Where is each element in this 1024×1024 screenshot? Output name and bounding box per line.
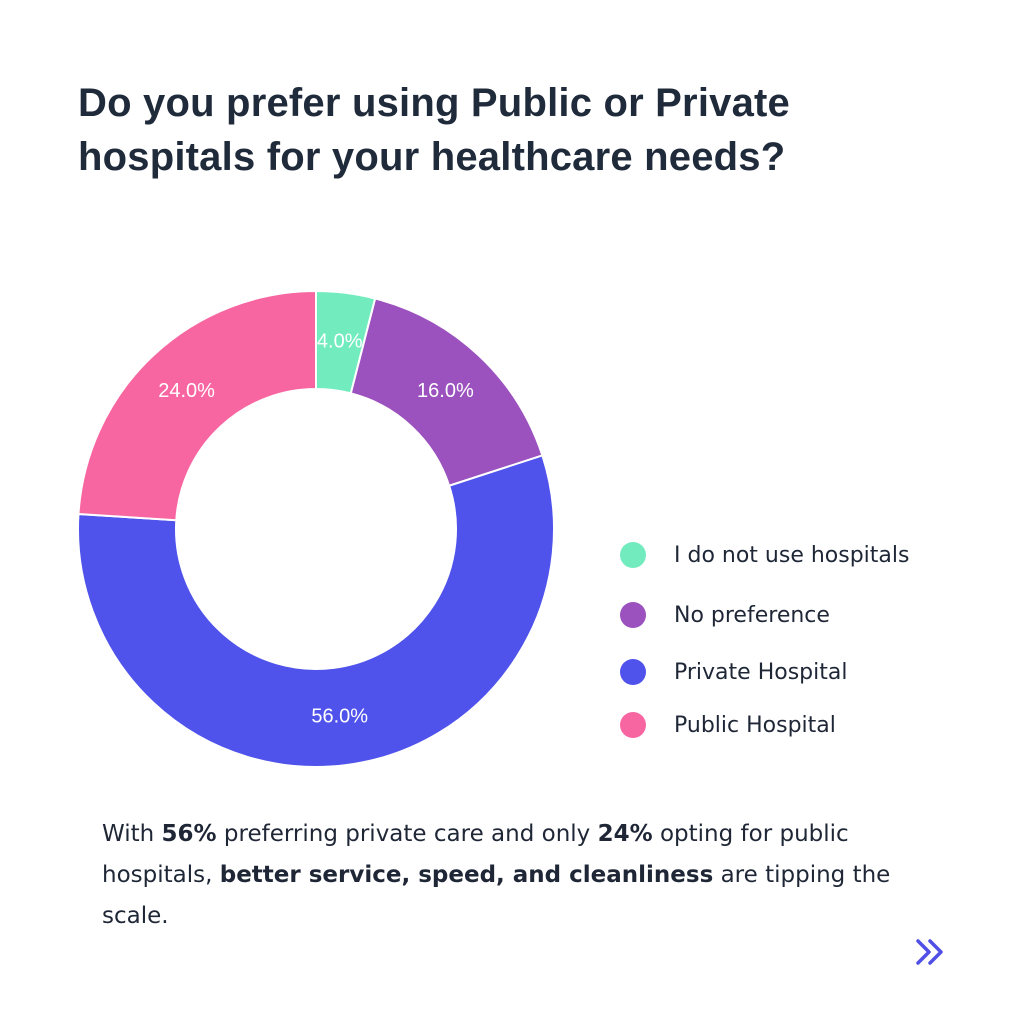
summary-highlight: 56%	[161, 821, 217, 847]
chart-title-line-2: hospitals for your healthcare needs?	[78, 135, 786, 179]
slice-label: 56.0%	[311, 706, 368, 728]
summary-text: With 56% preferring private care and onl…	[102, 814, 962, 937]
summary-part: With	[102, 821, 162, 847]
legend-item-no-hospitals: I do not use hospitals	[620, 535, 909, 575]
summary-part: opting for public hospitals,	[102, 821, 849, 888]
slice-label: 24.0%	[158, 380, 215, 402]
legend-label: Private Hospital	[674, 659, 848, 685]
slice-label: 16.0%	[417, 380, 474, 402]
legend-swatch	[620, 659, 646, 685]
legend-swatch	[620, 602, 646, 628]
legend-item-no-preference: No preference	[620, 595, 830, 635]
summary-highlight: 24%	[597, 821, 653, 847]
summary-highlight: better service, speed, and cleanliness	[219, 862, 714, 888]
summary-part: are tipping the scale.	[102, 862, 891, 929]
legend-item-private-hospital: Private Hospital	[620, 652, 847, 692]
legend-swatch	[620, 712, 646, 738]
legend-label: Public Hospital	[674, 712, 836, 738]
slice-label: 4.0%	[317, 330, 363, 352]
double-chevron-right-icon	[916, 939, 943, 965]
slice-public-hospital	[77, 289, 317, 522]
legend-label: No preference	[674, 602, 830, 628]
chart-title-line-1: Do you prefer using Public or Private	[78, 81, 790, 125]
next-button[interactable]	[910, 930, 954, 974]
legend-swatch	[620, 542, 646, 568]
chart-title: Do you prefer using Public or Private ho…	[78, 76, 958, 184]
summary-part: preferring private care and only	[216, 821, 598, 847]
slice-private-hospital	[77, 454, 555, 768]
legend-item-public-hospital: Public Hospital	[620, 705, 836, 745]
legend-label: I do not use hospitals	[674, 542, 910, 568]
